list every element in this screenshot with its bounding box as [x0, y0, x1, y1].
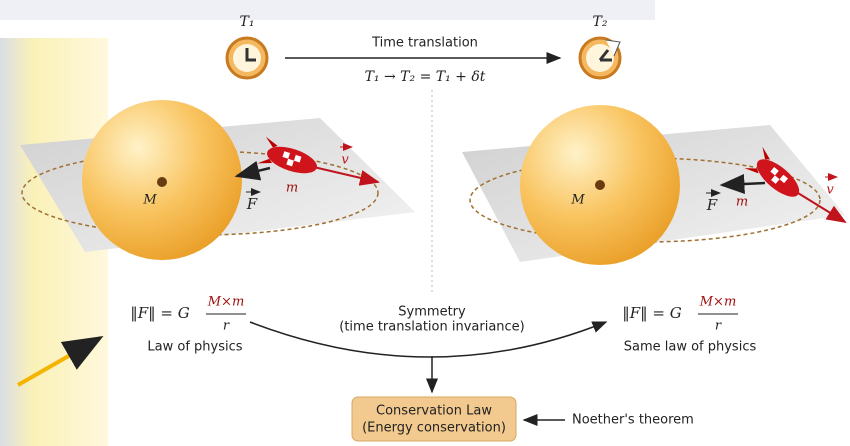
small-mass-label: m — [286, 181, 298, 196]
clock-right — [580, 38, 620, 78]
clock-left — [227, 38, 267, 78]
law-lhs: ‖F‖ = G — [130, 304, 190, 322]
velocity-label: v — [341, 153, 349, 168]
conservation-title: Conservation Law — [376, 404, 492, 419]
time-title: Time translation — [371, 36, 478, 51]
clock-label: T₂ — [593, 14, 608, 30]
center-dot — [595, 180, 605, 190]
law-caption: Same law of physics — [624, 340, 757, 355]
law-lhs: ‖F‖ = G — [622, 304, 682, 322]
law-denominator: r — [223, 319, 230, 334]
law-caption: Law of physics — [147, 340, 242, 355]
small-mass-label: m — [736, 195, 748, 210]
symmetry-subtitle: (time translation invariance) — [339, 320, 525, 335]
mass-label: M — [142, 193, 157, 208]
diagram: T₁ T₂ Time translation T₁ → T₂ = T₁ + δt… — [0, 0, 850, 446]
top-strip — [0, 0, 655, 20]
time-formula: T₁ → T₂ = T₁ + δt — [365, 69, 486, 85]
mass-label: M — [570, 193, 585, 208]
center-dot — [157, 177, 167, 187]
law-numerator: M×m — [207, 295, 245, 310]
clock-label: T₁ — [240, 14, 255, 30]
theorem-label: Noether's theorem — [572, 413, 694, 428]
symmetry-title: Symmetry — [398, 305, 466, 320]
law-numerator: M×m — [699, 295, 737, 310]
page: T₁ T₂ Time translation T₁ → T₂ = T₁ + δt… — [0, 0, 850, 446]
force-label: F — [246, 195, 258, 213]
law-denominator: r — [715, 319, 722, 334]
conservation-subtitle: (Energy conservation) — [362, 421, 506, 436]
velocity-label: v — [826, 183, 834, 198]
force-label: F — [706, 196, 718, 214]
